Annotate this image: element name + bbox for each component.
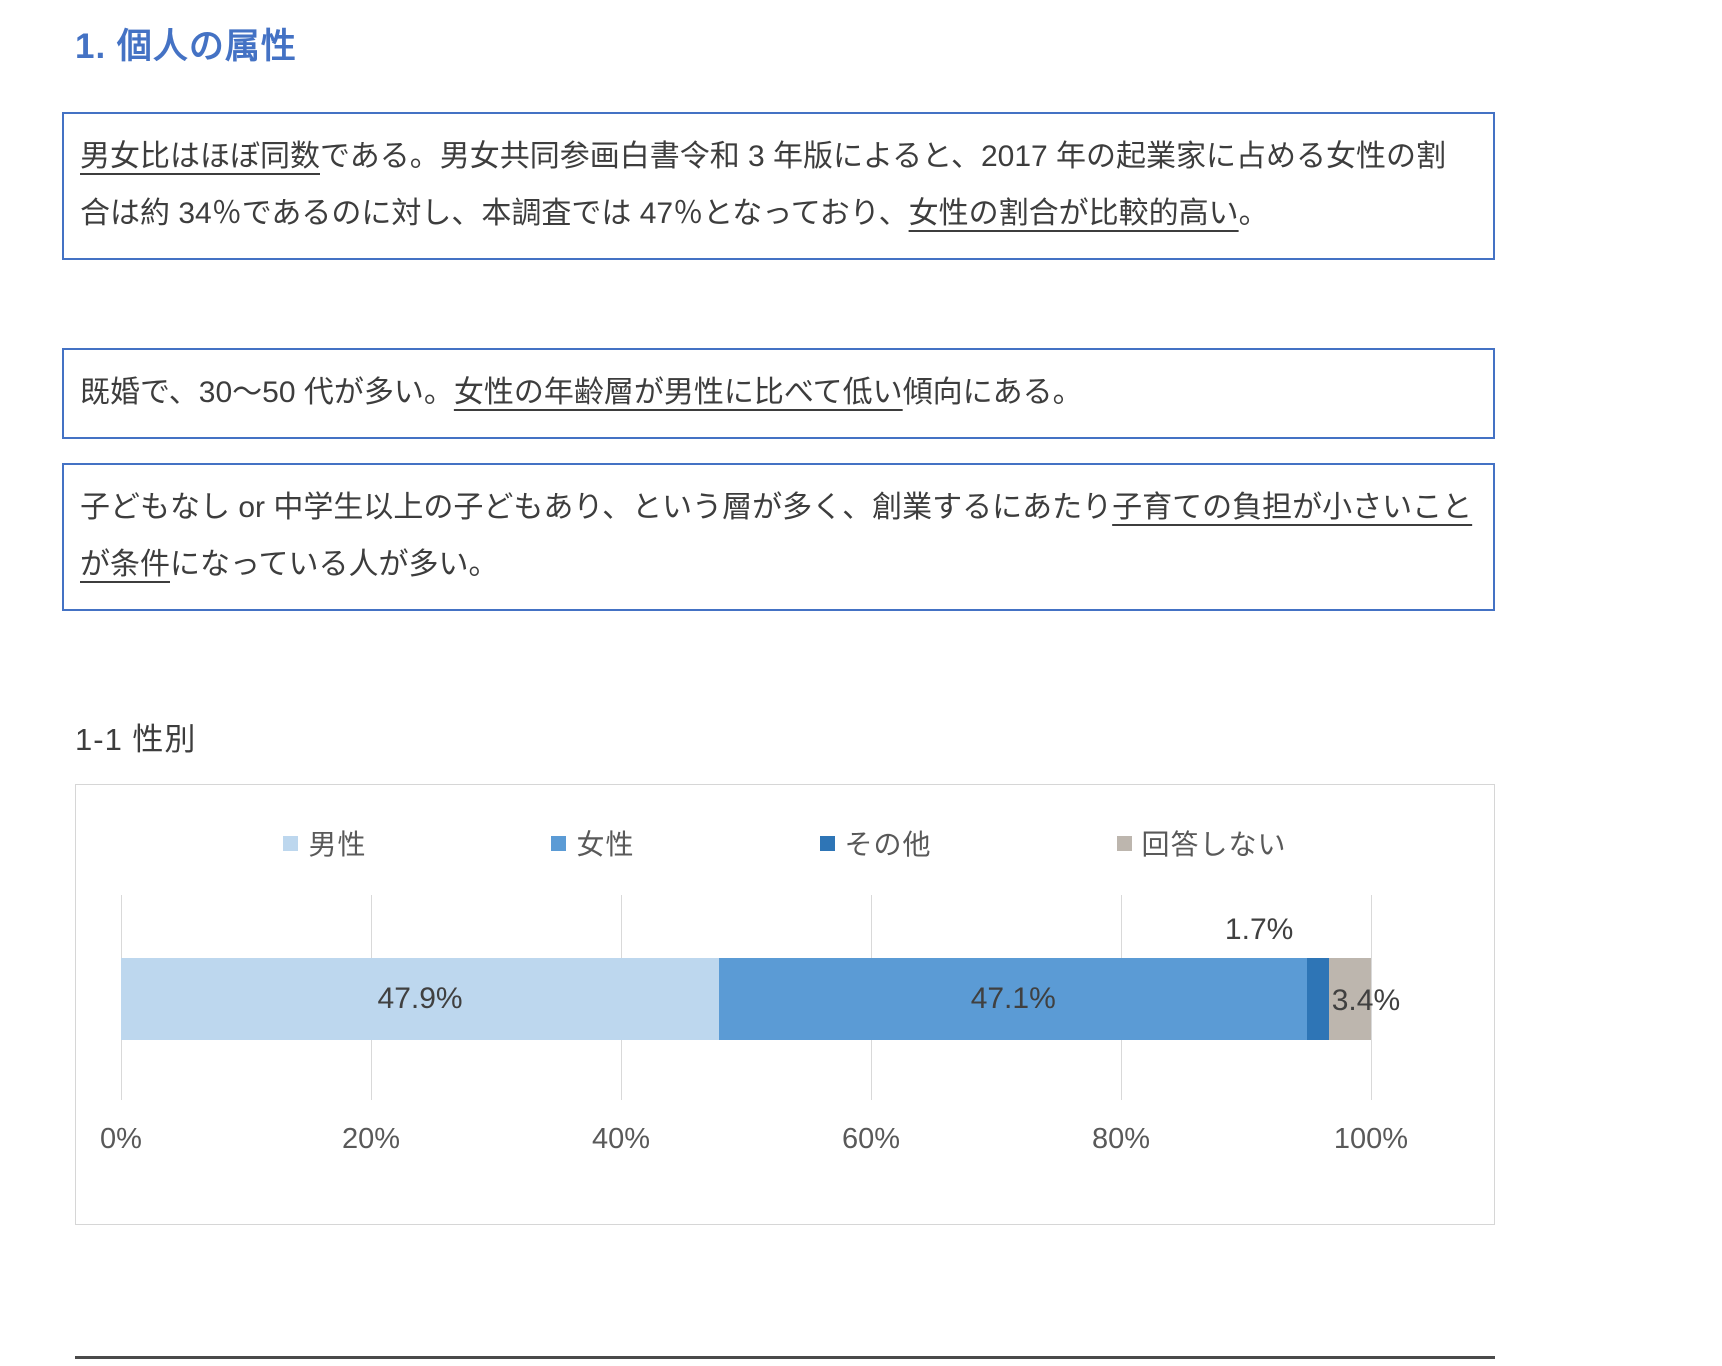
note-segment: 男女比はほぼ同数 [80, 140, 320, 173]
note-segment: 子どもなし or 中学生以上の子どもあり、という層が多く、創業するにあたり [80, 491, 1113, 524]
note-text: 男女比はほぼ同数である。男女共同参画白書令和 3 年版によると、2017 年の起… [80, 128, 1475, 242]
legend-swatch-icon [819, 835, 835, 851]
legend-swatch-icon [283, 835, 299, 851]
x-axis: 0% 20% 40% 60% 80% 100% [100, 1123, 1408, 1159]
note-segment: 子育ての負担が小さいことが条件 [80, 491, 1473, 581]
note-segment: 女性の割合が比較的高い [908, 197, 1239, 230]
x-tick-label: 60% [841, 1123, 901, 1155]
chart-section-title: 1-1 性別 [75, 722, 197, 757]
legend-label: 女性 [576, 829, 635, 860]
bar-segment-1: 47.1% [719, 958, 1308, 1040]
legend-label: 男性 [308, 829, 367, 860]
note-segment: 女性の年齢層が男性に比べて低い [453, 376, 903, 409]
legend-item-2: その他 [819, 823, 932, 863]
note-text: 子どもなし or 中学生以上の子どもあり、という層が多く、創業するにあたり子育て… [80, 479, 1475, 593]
next-section-cutoff-line [75, 1356, 1495, 1359]
chart-gender: 男性 女性 その他 回答しない 47.9% 47.1% 1.7% 3.4% 0% 20% 40… [75, 784, 1495, 1225]
segment-label-above: 1.7% [1224, 913, 1294, 946]
bar-segment-0: 47.9% [121, 958, 720, 1040]
note-segment: 傾向にある。 [902, 376, 1083, 409]
legend-label: 回答しない [1141, 829, 1287, 860]
gridline [1371, 895, 1372, 1100]
note-box-marriage-age: 既婚で、30〜50 代が多い。女性の年齢層が男性に比べて低い傾向にある。 [62, 348, 1495, 439]
note-segment: 。 [1238, 197, 1269, 230]
x-tick-label: 0% [100, 1123, 142, 1155]
plot-area: 47.9% 47.1% 1.7% 3.4% [121, 895, 1400, 1100]
note-box-gender-ratio: 男女比はほぼ同数である。男女共同参画白書令和 3 年版によると、2017 年の起… [62, 112, 1495, 260]
x-tick-label: 100% [1333, 1123, 1409, 1155]
legend-item-0: 男性 [283, 823, 366, 863]
legend-label: その他 [844, 829, 932, 860]
legend-item-1: 女性 [551, 823, 634, 863]
note-segment: である。男女共同参画白書令和 3 年版によると、2017 年の起業家に占める女性… [80, 140, 1447, 230]
x-tick-label: 80% [1091, 1123, 1151, 1155]
note-segment: 既婚で、30〜50 代が多い。 [80, 376, 454, 409]
segment-label-right: 3.4% [1331, 984, 1401, 1017]
bar-segment-3 [1328, 958, 1371, 1040]
x-tick-label: 40% [591, 1123, 651, 1155]
legend-swatch-icon [1116, 835, 1132, 851]
legend-swatch-icon [551, 835, 567, 851]
bar-segment-2 [1307, 958, 1329, 1040]
page-title: 1. 個人の属性 [75, 27, 297, 66]
note-box-children: 子どもなし or 中学生以上の子どもあり、という層が多く、創業するにあたり子育て… [62, 463, 1495, 611]
chart-legend: 男性 女性 その他 回答しない [76, 823, 1494, 863]
note-segment: になっている人が多い。 [170, 548, 499, 581]
stacked-bar: 47.9% 47.1% [121, 958, 1371, 1040]
legend-item-3: 回答しない [1116, 823, 1287, 863]
x-tick-label: 20% [341, 1123, 401, 1155]
note-text: 既婚で、30〜50 代が多い。女性の年齢層が男性に比べて低い傾向にある。 [80, 364, 1475, 421]
